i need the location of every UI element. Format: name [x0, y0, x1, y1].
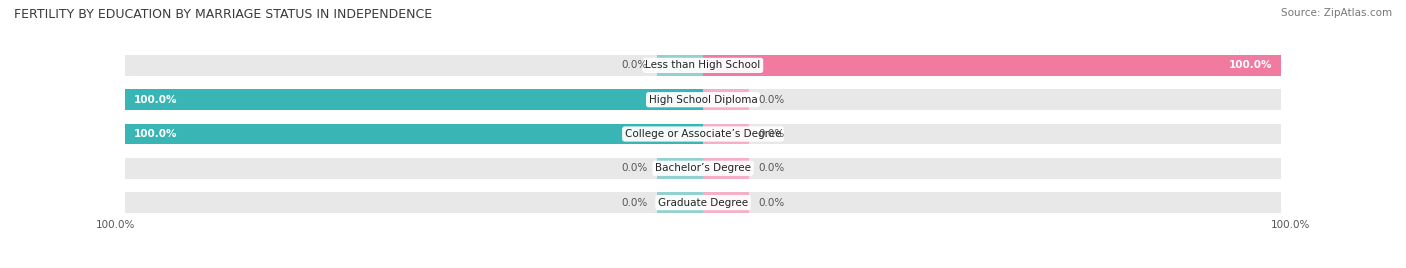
Text: 0.0%: 0.0%	[621, 198, 648, 208]
Bar	[703, 90, 1281, 110]
Text: Bachelor’s Degree: Bachelor’s Degree	[655, 163, 751, 173]
Text: Source: ZipAtlas.com: Source: ZipAtlas.com	[1281, 8, 1392, 18]
Bar	[703, 192, 1281, 213]
Bar	[125, 192, 703, 213]
Text: High School Diploma: High School Diploma	[648, 95, 758, 105]
Text: 100.0%: 100.0%	[1271, 220, 1310, 230]
Bar	[703, 124, 749, 144]
Bar	[125, 90, 703, 110]
Text: 100.0%: 100.0%	[134, 129, 177, 139]
Bar	[703, 90, 749, 110]
Bar	[703, 55, 1281, 76]
Text: Less than High School: Less than High School	[645, 60, 761, 70]
Text: 0.0%: 0.0%	[621, 60, 648, 70]
Bar	[125, 55, 703, 76]
Text: 0.0%: 0.0%	[758, 163, 785, 173]
Bar	[657, 192, 703, 213]
Text: 100.0%: 100.0%	[96, 220, 135, 230]
Text: Graduate Degree: Graduate Degree	[658, 198, 748, 208]
Bar	[125, 158, 703, 178]
Bar	[125, 124, 703, 144]
Bar	[657, 55, 703, 76]
Text: 0.0%: 0.0%	[758, 198, 785, 208]
Text: FERTILITY BY EDUCATION BY MARRIAGE STATUS IN INDEPENDENCE: FERTILITY BY EDUCATION BY MARRIAGE STATU…	[14, 8, 432, 21]
Bar	[703, 158, 1281, 178]
Bar	[125, 90, 703, 110]
Text: 100.0%: 100.0%	[1229, 60, 1272, 70]
Bar	[125, 124, 703, 144]
Bar	[657, 158, 703, 178]
Text: 0.0%: 0.0%	[758, 129, 785, 139]
Text: 0.0%: 0.0%	[758, 95, 785, 105]
Bar	[703, 124, 1281, 144]
Bar	[703, 192, 749, 213]
Bar	[703, 55, 1281, 76]
Text: 0.0%: 0.0%	[621, 163, 648, 173]
Text: College or Associate’s Degree: College or Associate’s Degree	[624, 129, 782, 139]
Bar	[703, 158, 749, 178]
Text: 100.0%: 100.0%	[134, 95, 177, 105]
